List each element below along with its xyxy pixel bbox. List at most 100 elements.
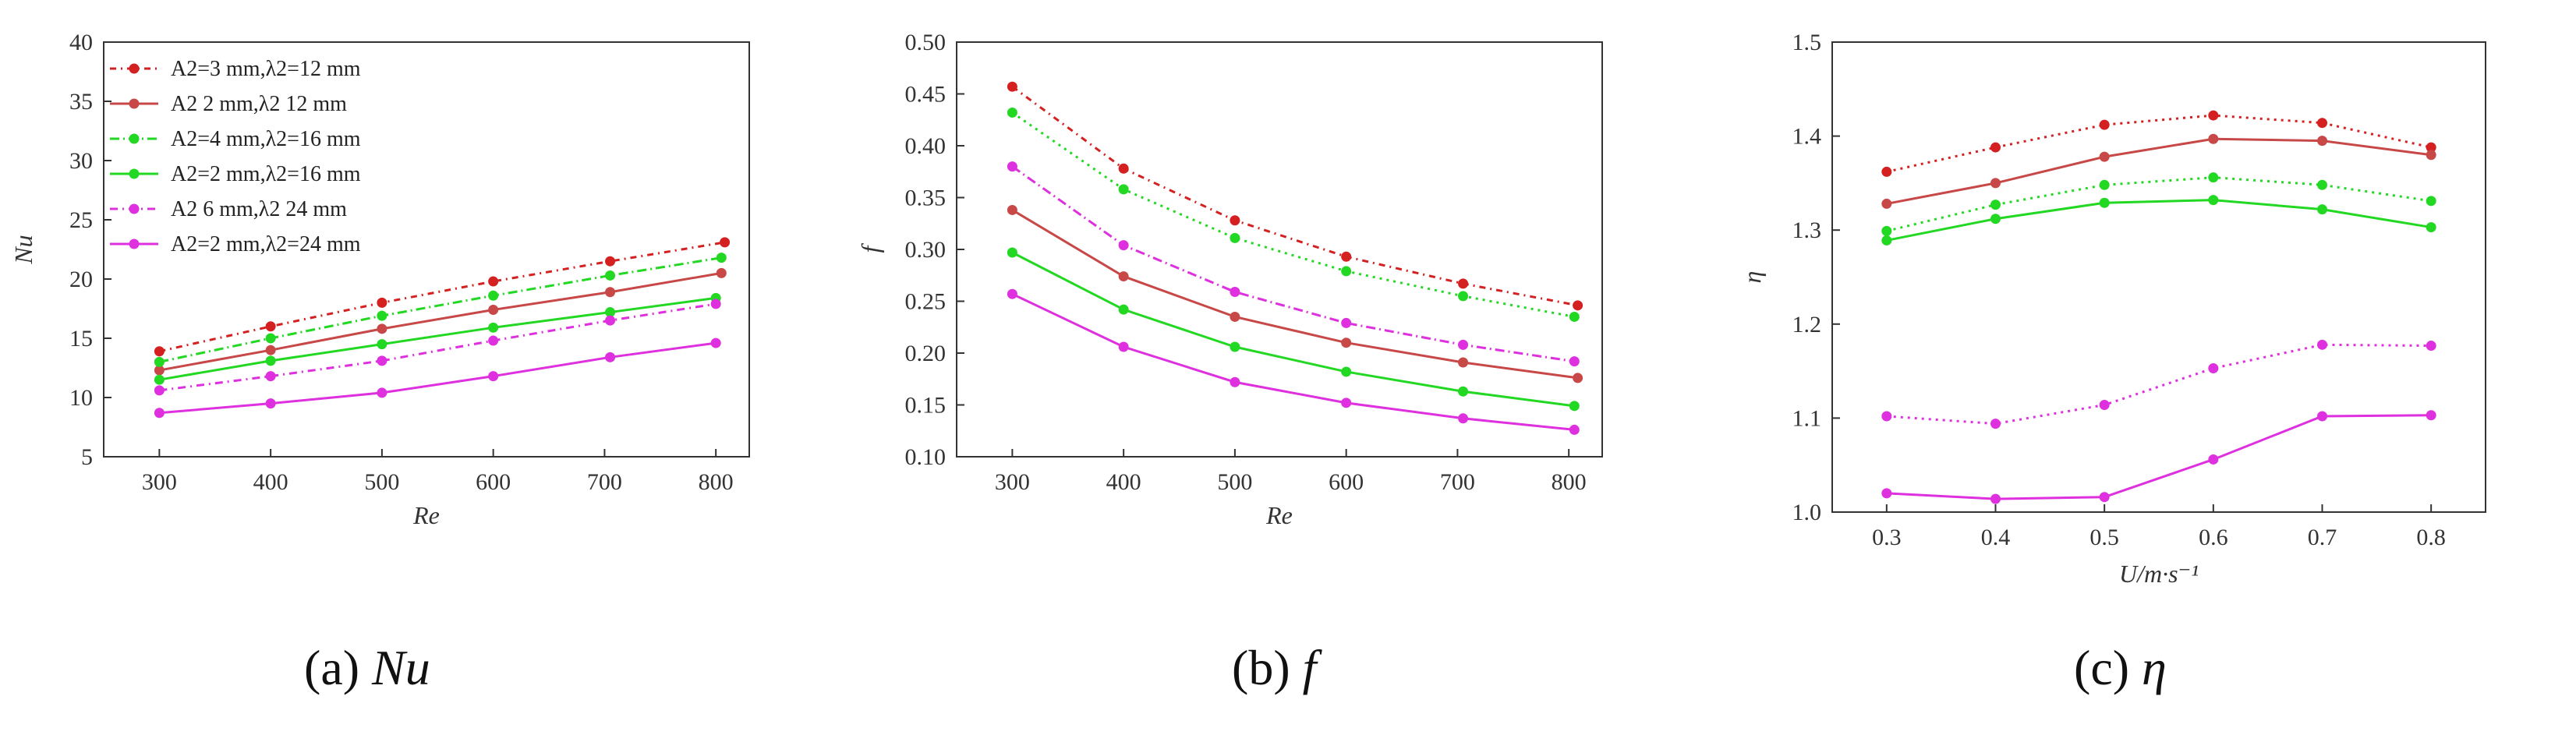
- series-line: [1886, 137, 2432, 205]
- y-tick-label: 0.50: [905, 30, 947, 55]
- data-point: [1341, 251, 1352, 262]
- data-point: [605, 256, 616, 267]
- chart-1: 300 400 500 600 700 800 5 10 15 20 25 30 35 40 Re Nu A2=…: [9, 30, 750, 529]
- data-point: [1881, 411, 1892, 422]
- data-point: [1458, 291, 1469, 302]
- plot-frame: [1831, 41, 2486, 513]
- series-line: [1011, 85, 1578, 307]
- y-tick-label: 35: [69, 89, 93, 115]
- data-point: [1569, 356, 1580, 367]
- data-point: [1007, 204, 1017, 215]
- y-tick-label: 0.15: [905, 393, 947, 419]
- data-point: [1990, 214, 2001, 224]
- data-point: [2208, 133, 2219, 144]
- data-point: [2099, 151, 2110, 162]
- data-point: [1341, 398, 1352, 408]
- y-tick-label: 10: [69, 385, 93, 411]
- data-point: [2426, 410, 2436, 421]
- data-point: [1230, 215, 1240, 226]
- data-point: [1007, 288, 1017, 299]
- chart-3: 0.3 0.4 0.5 0.6 0.7 0.8 1.0 1.1 1.2 1.3 1.4 1.5 U/m·…: [1738, 30, 2486, 588]
- caption-c-prefix: (c): [2074, 640, 2143, 695]
- x-axis-label: Re: [412, 501, 440, 529]
- data-point: [605, 307, 616, 318]
- data-point: [1118, 271, 1129, 282]
- x-tick-label: 600: [1329, 469, 1364, 495]
- series-line: [1886, 199, 2432, 242]
- plot-frame: [103, 41, 750, 458]
- legend-marker: [129, 239, 140, 249]
- y-tick-label: 1.0: [1792, 500, 1822, 525]
- data-point: [1569, 424, 1580, 435]
- legend-entry: A2=3 mm,λ2=12 mm: [171, 57, 361, 81]
- data-point: [2317, 339, 2327, 350]
- data-point: [716, 253, 727, 263]
- data-point: [2317, 136, 2327, 147]
- series-line: [159, 302, 717, 392]
- x-tick-label: 0.5: [2089, 525, 2119, 550]
- data-point: [265, 398, 276, 409]
- caption-a-symbol: Nu: [372, 640, 430, 695]
- data-point: [154, 346, 165, 357]
- x-tick-label: 300: [142, 469, 177, 495]
- data-point: [2426, 222, 2436, 233]
- x-tick-label: 0.7: [2308, 525, 2337, 550]
- data-point: [1573, 300, 1583, 311]
- data-point: [1341, 266, 1352, 277]
- legend-marker: [129, 133, 140, 144]
- data-point: [605, 270, 616, 281]
- legend-entry: A2=4 mm,λ2=16 mm: [171, 127, 361, 151]
- series-line: [1011, 251, 1575, 408]
- caption-b-symbol: f: [1302, 640, 1317, 695]
- caption-b: (b) f: [1232, 639, 1316, 697]
- x-tick-label: 500: [1217, 469, 1252, 495]
- data-point: [1230, 341, 1240, 352]
- data-point: [1990, 200, 2001, 210]
- x-tick-label: 400: [1106, 469, 1141, 495]
- legend-entry: A2=2 mm,λ2=16 mm: [171, 162, 361, 186]
- plot-frame: [956, 41, 1603, 458]
- y-axis-label: Nu: [9, 235, 37, 264]
- y-tick-label: 0.40: [905, 133, 947, 159]
- data-point: [1341, 366, 1352, 377]
- data-point: [488, 290, 499, 301]
- data-point: [710, 337, 721, 348]
- series-line: [1011, 165, 1575, 363]
- x-tick-label: 600: [476, 469, 511, 495]
- data-point: [716, 267, 727, 278]
- data-point: [1007, 107, 1017, 118]
- y-tick-label: 0.20: [905, 341, 947, 366]
- data-point: [2317, 118, 2327, 129]
- x-tick-label: 700: [587, 469, 622, 495]
- data-point: [1569, 401, 1580, 412]
- series-line: [1886, 414, 2432, 500]
- x-tick-label: 400: [253, 469, 288, 495]
- series-line: [1011, 292, 1575, 431]
- legend-entry: A2 6 mm,λ2 24 mm: [171, 197, 347, 221]
- y-axis-label: f: [856, 242, 884, 253]
- y-tick-label: 1.1: [1792, 405, 1822, 431]
- y-tick-label: 20: [69, 267, 93, 292]
- x-tick-label: 800: [1552, 469, 1587, 495]
- x-axis-label: Re: [1265, 501, 1293, 529]
- data-point: [2426, 142, 2436, 153]
- x-tick-label: 300: [995, 469, 1030, 495]
- legend-marker: [129, 168, 140, 179]
- data-point: [488, 276, 499, 287]
- data-point: [2208, 110, 2219, 121]
- data-point: [1230, 311, 1240, 322]
- data-point: [1341, 317, 1352, 328]
- legend-marker: [129, 203, 140, 214]
- data-point: [605, 315, 616, 326]
- data-point: [1230, 232, 1240, 243]
- data-point: [1458, 357, 1469, 368]
- data-point: [1990, 419, 2001, 429]
- data-point: [2317, 179, 2327, 190]
- caption-c-symbol: η: [2142, 640, 2167, 695]
- data-point: [2317, 204, 2327, 215]
- data-point: [154, 365, 165, 376]
- data-point: [1881, 235, 1892, 246]
- data-point: [1458, 386, 1469, 397]
- y-tick-label: 25: [69, 207, 93, 233]
